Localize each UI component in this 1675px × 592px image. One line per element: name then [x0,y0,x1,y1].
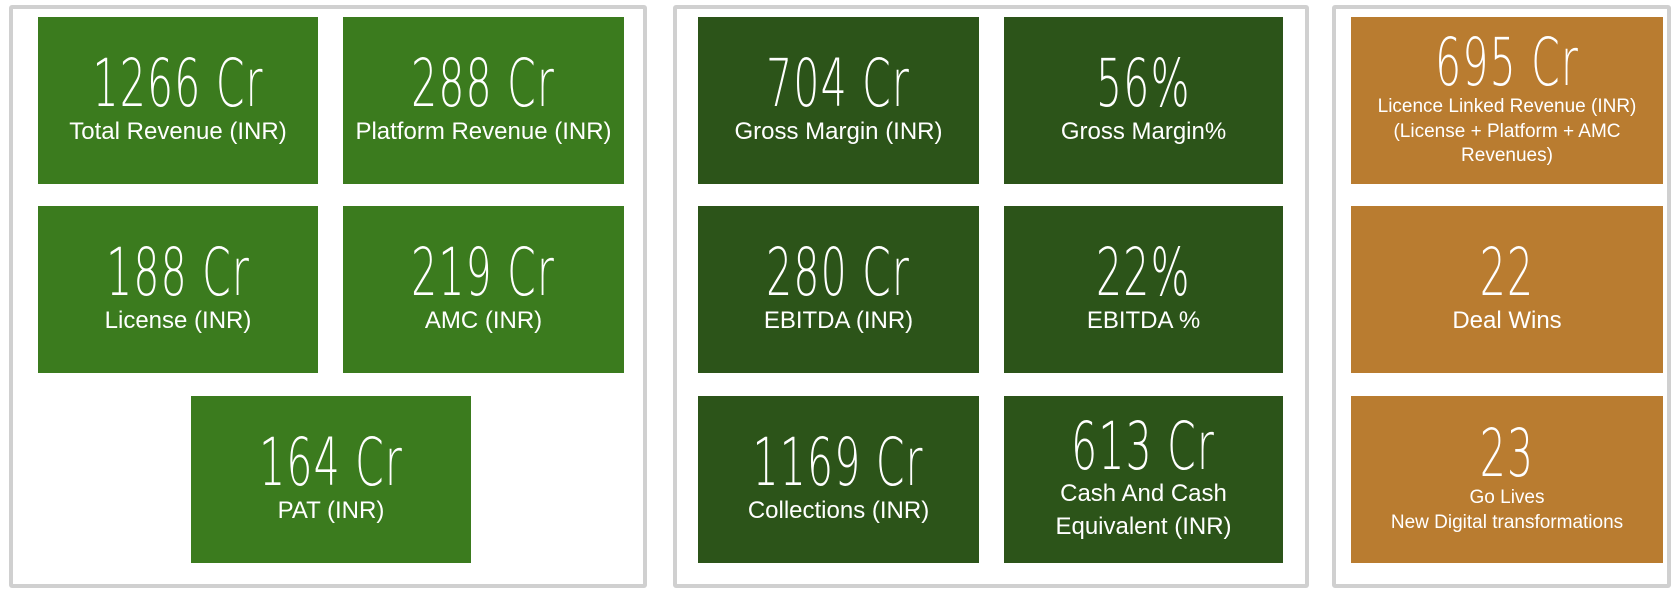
kpi-tile: 704 Cr Gross Margin (INR) [698,17,979,184]
kpi-value: 219 Cr [411,233,556,311]
kpi-tile: 695 Cr Licence Linked Revenue (INR) (Licen… [1351,17,1663,184]
kpi-label: PAT (INR) [277,496,385,524]
kpi-label: License (INR) [104,306,252,334]
kpi-label: New Digital transformations [1390,511,1624,533]
kpi-value: 22% [1096,233,1191,311]
kpi-value: 695 Cr [1435,24,1579,102]
panel [673,5,1309,588]
kpi-value: 188 Cr [106,233,250,311]
kpi-tile: 1266 Cr Total Revenue (INR) [38,17,318,184]
kpi-value: 280 Cr [766,233,911,311]
kpi-value: 1169 Cr [752,423,925,501]
kpi-value: 22 [1479,233,1535,311]
kpi-tile: 22% EBITDA % [1004,206,1283,373]
kpi-tile: 22 Deal Wins [1351,206,1663,373]
kpi-tile: 1169 Cr Collections (INR) [698,396,979,563]
kpi-label: Total Revenue (INR) [69,117,287,145]
kpi-tile: 23 Go Lives New Digital transformations [1351,396,1663,563]
kpi-tile: 613 Cr Cash And Cash Equivalent (INR) [1004,396,1283,563]
kpi-value: 164 Cr [259,423,403,501]
kpi-label: AMC (INR) [424,306,543,334]
kpi-value: 288 Cr [411,44,556,122]
kpi-label: Deal Wins [1452,306,1562,334]
kpi-label: Licence Linked Revenue (INR) [1377,95,1637,117]
kpi-value: 56% [1096,44,1191,122]
panel [1332,5,1671,588]
kpi-value: 23 [1479,415,1535,493]
kpi-label: (License + Platform + AMC Revenues) [1393,120,1621,167]
kpi-label: Gross Margin% [1060,117,1227,145]
kpi-tile: 288 Cr Platform Revenue (INR) [343,17,624,184]
kpi-tile: 280 Cr EBITDA (INR) [698,206,979,373]
kpi-value: 613 Cr [1071,407,1216,485]
kpi-tile: 188 Cr License (INR) [38,206,318,373]
kpi-label: Cash And Cash Equivalent (INR) [1055,480,1232,540]
kpi-label: EBITDA % [1086,306,1201,334]
kpi-label: Collections (INR) [747,496,930,524]
kpi-label: EBITDA (INR) [763,306,914,334]
kpi-value: 1266 Cr [92,44,264,122]
kpi-tile: 56% Gross Margin% [1004,17,1283,184]
kpi-tile: 164 Cr PAT (INR) [191,396,471,563]
panel [9,5,647,588]
kpi-value: 704 Cr [766,44,911,122]
kpi-label: Gross Margin (INR) [734,117,943,145]
kpi-tile: 219 Cr AMC (INR) [343,206,624,373]
kpi-label: Go Lives [1469,487,1545,509]
kpi-label: Platform Revenue (INR) [355,117,612,145]
